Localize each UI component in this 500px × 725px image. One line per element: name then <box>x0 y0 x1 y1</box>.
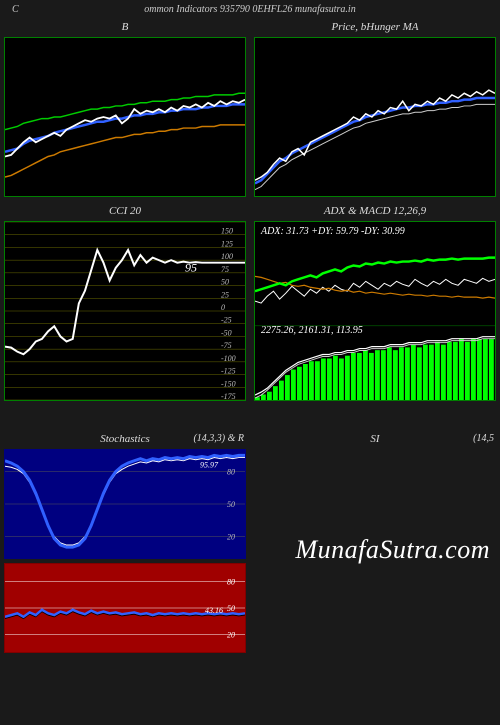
svg-text:20: 20 <box>227 630 235 639</box>
svg-text:-150: -150 <box>221 379 236 388</box>
svg-text:125: 125 <box>221 239 233 248</box>
header-title: ommon Indicators 935790 0EHFL26 munafasu… <box>144 4 355 15</box>
rsi-hint: (14,5 <box>473 433 494 444</box>
rsi-title-text: SI <box>370 433 379 445</box>
cci-panel: -175 -150 -125 -100 -75 -50 -25 0 25 50 75 100 125 15… <box>4 221 246 401</box>
svg-text:-75: -75 <box>221 341 232 350</box>
stoch-title-text: Stochastics <box>100 433 150 445</box>
svg-text:95.97: 95.97 <box>200 461 219 470</box>
svg-text:175: 175 <box>221 222 233 223</box>
header-left: C <box>12 4 19 15</box>
price-title: Price, bHunger MA <box>254 19 496 37</box>
adx-panel: ADX: 31.73 +DY: 59.79 -DY: 30.99 2275.26… <box>254 221 496 401</box>
row-2: CCI 20 -175 -150 -125 -100 -75 -50 -25 0 25 50 75 1… <box>0 203 500 401</box>
price-panel <box>254 37 496 197</box>
row-1: B Price, bHunger MA <box>0 19 500 197</box>
stoch-hint: (14,3,3) & R <box>193 433 244 444</box>
bollinger-panel <box>4 37 246 197</box>
stoch-panel: 20 50 80 95.97 <box>4 449 246 559</box>
watermark: MunafaSutra.com <box>295 535 490 565</box>
svg-text:150: 150 <box>221 227 233 236</box>
rsi-title: SI (14,5 <box>254 431 496 449</box>
svg-text:50: 50 <box>227 500 235 509</box>
macd-text: 2275.26, 2161.31, 113.95 <box>261 325 363 336</box>
svg-text:-175: -175 <box>221 392 236 400</box>
svg-text:0: 0 <box>221 303 225 312</box>
svg-text:80: 80 <box>227 468 235 477</box>
cci-title: CCI 20 <box>4 203 246 221</box>
svg-text:95: 95 <box>185 261 197 275</box>
rsi-panel: 20 50 80 43.16 <box>4 563 246 653</box>
page-header: C ommon Indicators 935790 0EHFL26 munafa… <box>0 0 500 19</box>
svg-text:75: 75 <box>221 265 229 274</box>
stoch-title: Stochastics (14,3,3) & R <box>4 431 246 449</box>
svg-text:50: 50 <box>227 604 235 613</box>
svg-text:43.16: 43.16 <box>205 606 223 615</box>
svg-text:-50: -50 <box>221 328 232 337</box>
svg-text:25: 25 <box>221 290 229 299</box>
bollinger-title: B <box>4 19 246 37</box>
svg-text:100: 100 <box>221 252 233 261</box>
svg-text:20: 20 <box>227 532 235 541</box>
svg-text:-100: -100 <box>221 354 236 363</box>
svg-text:50: 50 <box>221 278 229 287</box>
svg-text:-125: -125 <box>221 367 236 376</box>
adx-text: ADX: 31.73 +DY: 59.79 -DY: 30.99 <box>261 226 405 237</box>
svg-text:80: 80 <box>227 578 235 587</box>
adx-title: ADX & MACD 12,26,9 <box>254 203 496 221</box>
svg-text:-25: -25 <box>221 316 232 325</box>
